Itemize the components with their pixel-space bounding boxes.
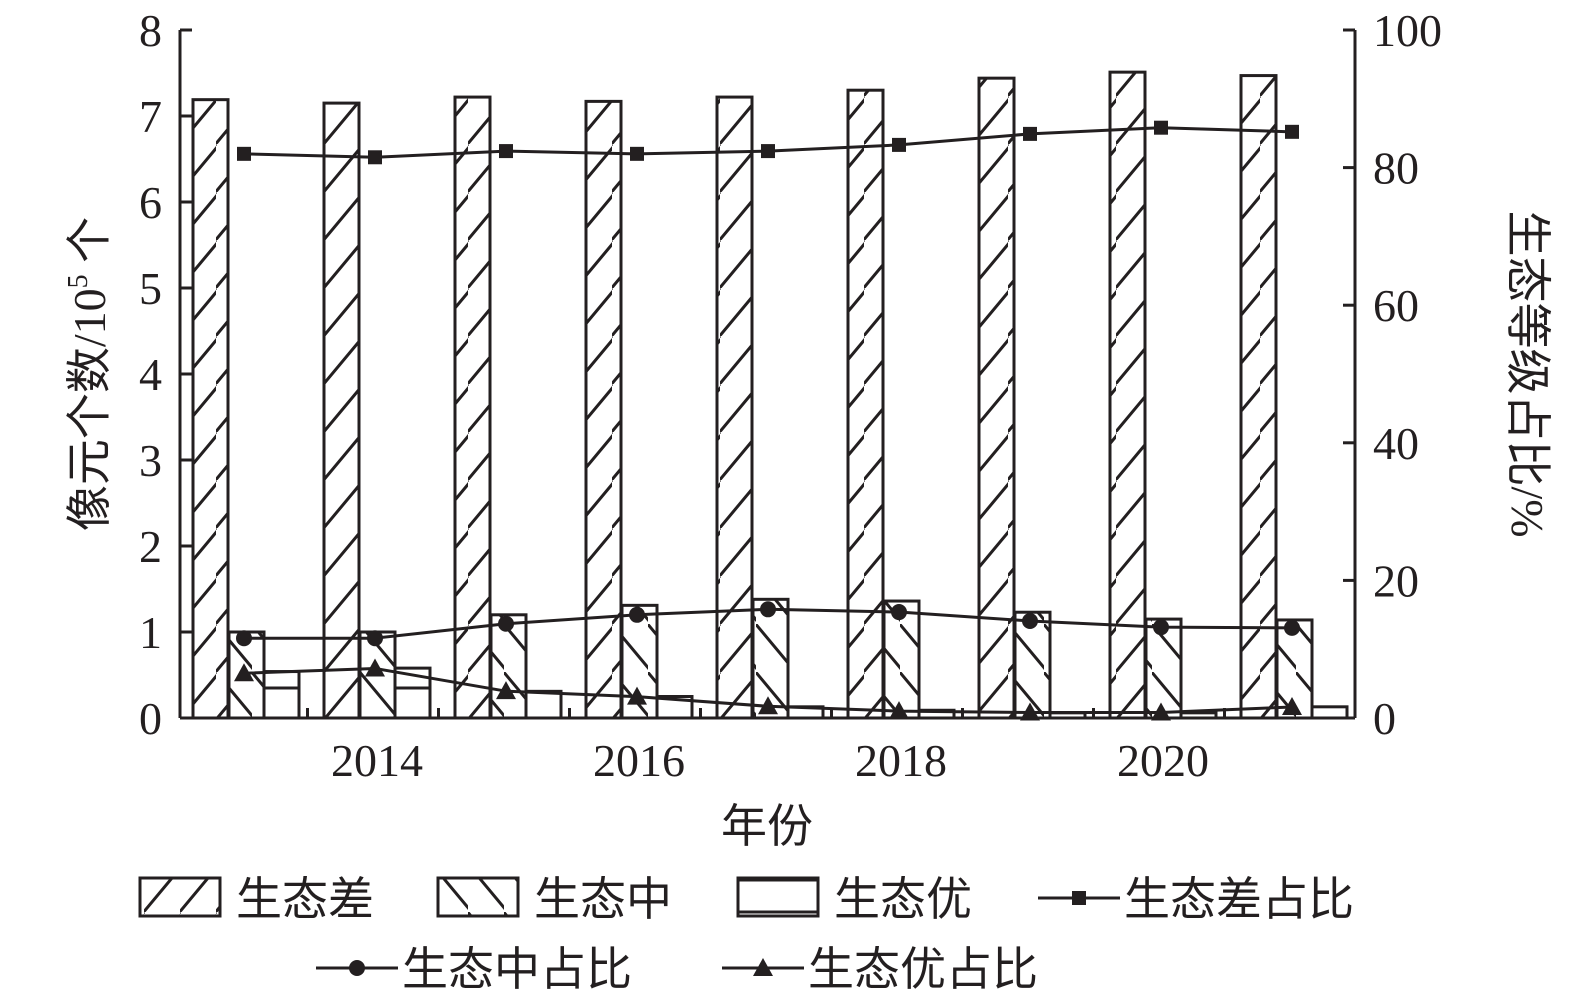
point-生态优占比-2013 xyxy=(234,663,254,682)
y-tick-label: 1 xyxy=(139,607,162,658)
point-生态优占比-2015 xyxy=(496,681,516,700)
bar-生态中-2017 xyxy=(751,597,790,720)
point-生态差占比-2020 xyxy=(1154,120,1168,135)
bar-生态差-2016 xyxy=(584,99,623,720)
point-生态中占比-2013 xyxy=(236,630,252,647)
bar-生态差-2020 xyxy=(1108,70,1147,720)
bar-生态优-2015 xyxy=(524,689,563,720)
point-生态优占比-2018 xyxy=(889,701,909,720)
x-tick-label: 2014 xyxy=(331,735,423,786)
point-生态中占比-2016 xyxy=(629,606,645,623)
y-tick-label: 8 xyxy=(139,5,162,56)
point-生态中占比-2015 xyxy=(498,615,514,632)
legend-swatch-生态中 xyxy=(436,876,520,918)
point-生态差占比-2017 xyxy=(761,144,775,159)
point-生态差占比-2019 xyxy=(1023,126,1037,141)
y2-tick-label: 80 xyxy=(1373,143,1419,194)
point-生态差占比-2015 xyxy=(499,144,513,159)
bar-生态差-2019 xyxy=(977,76,1016,720)
y-axis-title: 像元个数/105 个 xyxy=(63,217,115,531)
bar-生态中-2015 xyxy=(489,613,528,720)
point-生态优占比-2014 xyxy=(365,658,385,677)
y-tick-label: 2 xyxy=(139,521,162,572)
x-tick-label: 2016 xyxy=(593,735,685,786)
point-生态优占比-2019 xyxy=(1020,702,1040,721)
legend-marker-生态优占比 xyxy=(753,958,773,976)
legend-swatch-生态差 xyxy=(138,876,222,918)
x-axis-title: 年份 xyxy=(721,801,813,852)
point-生态优占比-2017 xyxy=(758,696,778,715)
legend-label-生态差占比: 生态差占比 xyxy=(1124,874,1354,925)
point-生态优占比-2016 xyxy=(627,686,647,705)
y-tick-label: 5 xyxy=(139,263,162,314)
y2-tick-label: 40 xyxy=(1373,418,1419,469)
y-tick-label: 7 xyxy=(139,91,162,142)
legend-label-生态中占比: 生态中占比 xyxy=(402,944,632,995)
point-生态差占比-2018 xyxy=(892,137,906,152)
x-tick-label: 2020 xyxy=(1117,735,1209,786)
point-生态中占比-2019 xyxy=(1022,612,1038,629)
legend-label-生态差: 生态差 xyxy=(236,874,374,925)
legend-label-生态中: 生态中 xyxy=(534,874,672,925)
y-tick-label: 0 xyxy=(139,693,162,744)
legend-marker-生态差占比 xyxy=(1072,891,1086,905)
bar-生态优-2021 xyxy=(1310,705,1349,720)
legend-label-生态优: 生态优 xyxy=(834,874,972,925)
legend-label-生态优占比: 生态优占比 xyxy=(808,944,1038,995)
bar-生态中-2018 xyxy=(882,599,921,720)
bar-生态差-2018 xyxy=(846,88,885,720)
bar-生态差-2021 xyxy=(1239,74,1278,720)
y2-tick-label: 60 xyxy=(1373,280,1419,331)
y2-tick-label: 20 xyxy=(1373,555,1419,606)
point-生态中占比-2014 xyxy=(367,630,383,647)
bar-生态差-2014 xyxy=(322,101,361,720)
legend-marker-生态中占比 xyxy=(349,960,365,976)
point-生态中占比-2020 xyxy=(1153,619,1169,636)
bar-生态差-2017 xyxy=(715,95,754,720)
point-生态优占比-2021 xyxy=(1282,696,1302,715)
y-tick-label: 3 xyxy=(139,435,162,486)
y2-axis-title: 生态等级占比/% xyxy=(1502,210,1553,537)
bar-生态优-2013 xyxy=(262,670,301,720)
y2-tick-label: 100 xyxy=(1373,5,1442,56)
bar-生态中-2020 xyxy=(1144,617,1183,720)
x-tick-label: 2018 xyxy=(855,735,947,786)
point-生态中占比-2017 xyxy=(760,601,776,618)
y-tick-label: 6 xyxy=(139,177,162,228)
point-生态差占比-2016 xyxy=(630,146,644,161)
point-生态差占比-2013 xyxy=(237,146,251,161)
y2-tick-label: 0 xyxy=(1373,693,1396,744)
point-生态差占比-2021 xyxy=(1285,124,1299,139)
bar-生态差-2013 xyxy=(191,98,230,720)
legend-swatch-生态优 xyxy=(736,876,820,918)
point-生态优占比-2020 xyxy=(1151,702,1171,721)
point-生态中占比-2021 xyxy=(1284,619,1300,636)
point-生态中占比-2018 xyxy=(891,604,907,621)
y-tick-label: 4 xyxy=(139,349,162,400)
point-生态差占比-2014 xyxy=(368,150,382,165)
